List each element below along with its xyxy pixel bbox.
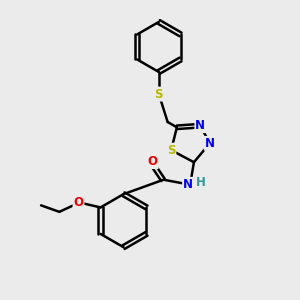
Text: H: H (196, 176, 205, 189)
Text: O: O (74, 196, 83, 209)
Text: O: O (148, 155, 158, 168)
Text: N: N (205, 137, 215, 150)
Text: S: S (154, 88, 163, 100)
Text: N: N (195, 119, 206, 132)
Text: S: S (167, 144, 176, 157)
Text: N: N (183, 178, 193, 191)
